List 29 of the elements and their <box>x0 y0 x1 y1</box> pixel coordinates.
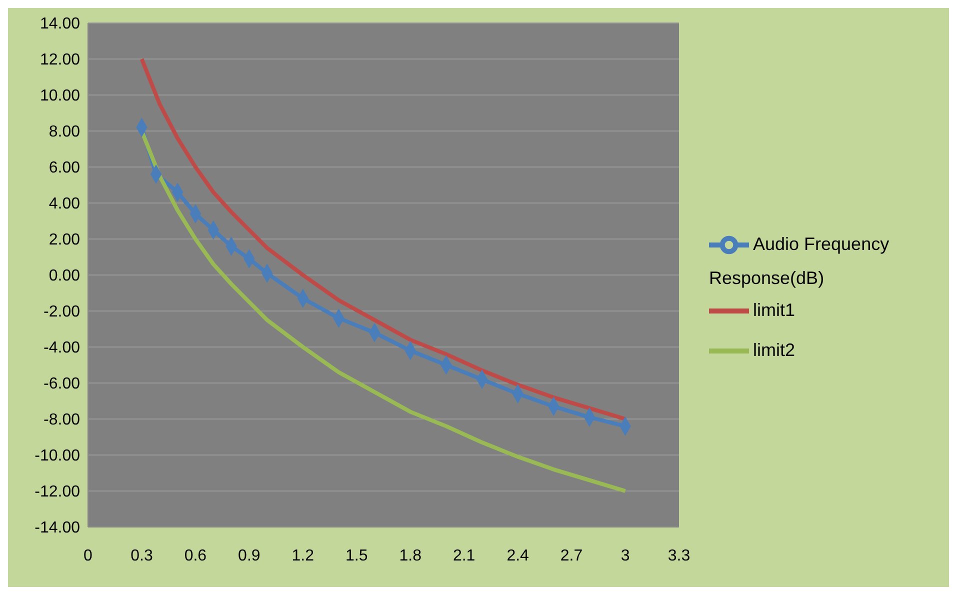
y-tick-label: -8.00 <box>44 412 80 429</box>
x-tick-label: 0.3 <box>130 547 153 564</box>
legend-label: limit2 <box>753 339 796 360</box>
y-tick-label: 4.00 <box>48 196 80 213</box>
x-tick-label: 1.2 <box>292 547 314 564</box>
y-tick-label: -10.00 <box>34 448 80 465</box>
x-tick-label: 2.7 <box>560 547 583 564</box>
x-tick-label: 2.4 <box>506 547 530 564</box>
y-tick-label: 12.00 <box>40 52 80 69</box>
y-tick-label: -2.00 <box>44 304 80 321</box>
x-tick-label: 0 <box>84 547 93 564</box>
x-tick-label: 1.8 <box>399 547 422 564</box>
x-tick-label: 3.3 <box>668 547 690 564</box>
y-tick-label: 10.00 <box>40 88 80 105</box>
y-tick-label: -6.00 <box>44 376 80 393</box>
x-tick-label: 0.6 <box>184 547 207 564</box>
y-tick-label: 8.00 <box>48 124 80 141</box>
x-tick-label: 0.9 <box>238 547 260 564</box>
x-tick-label: 3 <box>620 547 630 564</box>
y-tick-label: 14.00 <box>40 16 80 33</box>
y-tick-label: -12.00 <box>34 484 80 501</box>
x-tick-label: 1.5 <box>346 547 368 564</box>
y-tick-label: 2.00 <box>48 232 80 249</box>
legend-label: limit1 <box>753 299 796 320</box>
y-tick-label: -14.00 <box>34 520 80 537</box>
y-tick-label: 6.00 <box>48 160 80 177</box>
x-tick-label: 2.1 <box>452 547 476 564</box>
y-tick-label: 0.00 <box>48 268 80 285</box>
y-tick-label: -4.00 <box>44 340 80 357</box>
